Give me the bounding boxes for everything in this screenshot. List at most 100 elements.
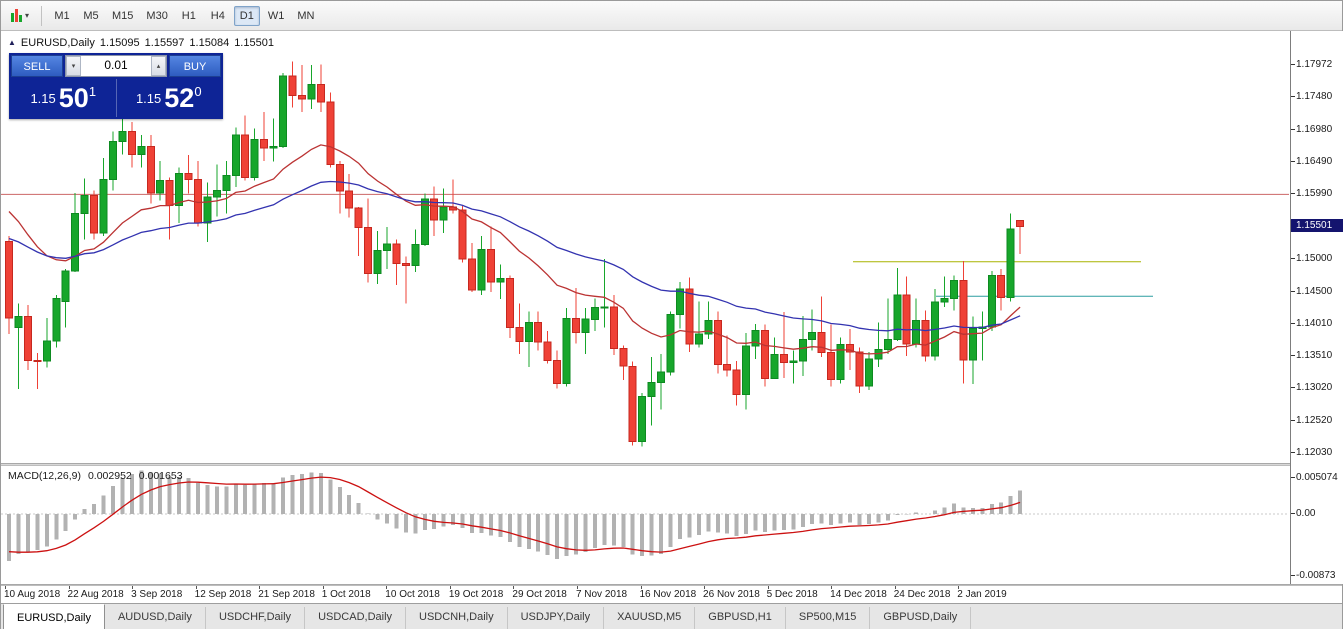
ohlc-close: 1.15501 <box>234 37 274 49</box>
bid-price-big: 50 <box>58 82 89 113</box>
ask-price-prefix: 1.15 <box>135 90 162 106</box>
date-axis-label: 10 Aug 2018 <box>4 589 61 600</box>
date-tick <box>831 586 833 589</box>
chart-tab-gbpusd-h1[interactable]: GBPUSD,H1 <box>695 607 786 629</box>
chart-tab-sp500-m15[interactable]: SP500,M15 <box>786 607 871 629</box>
date-axis-label: 19 Oct 2018 <box>448 589 504 600</box>
price-axis-label: 1.15000 <box>1296 253 1333 265</box>
date-axis-label: 22 Aug 2018 <box>67 589 124 600</box>
timeframe-button-m30[interactable]: M30 <box>146 9 168 22</box>
date-axis-label: 10 Oct 2018 <box>385 589 440 600</box>
bid-price-display: 1.15 50 1 <box>11 79 117 117</box>
bid-price-pip: 1 <box>88 83 97 99</box>
volume-input[interactable]: 0.01 <box>104 58 128 72</box>
axis-tick <box>1291 452 1295 454</box>
date-tick <box>322 586 324 589</box>
ask-price-pip: 0 <box>194 83 202 99</box>
axis-tick <box>1291 355 1295 357</box>
axis-tick <box>1291 387 1295 389</box>
chevron-down-icon: ▾ <box>25 10 30 20</box>
toolbar: ▾ M1 M5 M15 M30 H1 H4 D1 W1 MN <box>1 1 1342 31</box>
price-axis-label: 1.17480 <box>1296 91 1333 102</box>
caret-down-icon: ▾ <box>71 62 76 70</box>
volume-spinbox: ▾ 0.01 ▴ <box>65 55 167 77</box>
date-axis-label: 3 Sep 2018 <box>131 589 183 600</box>
axis-tick <box>1291 258 1295 260</box>
date-axis-label: 29 Oct 2018 <box>512 589 567 600</box>
timeframe-button-m5[interactable]: M5 <box>83 9 99 22</box>
timeframe-button-w1[interactable]: W1 <box>267 9 285 22</box>
axis-tick <box>1291 420 1295 422</box>
macd-indicator-panel[interactable] <box>1 466 1290 584</box>
timeframe-button-m1[interactable]: M1 <box>54 9 70 22</box>
chart-tab-gbpusd-daily[interactable]: GBPUSD,Daily <box>870 607 972 629</box>
volume-decrease-button[interactable]: ▾ <box>66 56 81 76</box>
date-tick <box>958 586 960 589</box>
date-tick <box>894 586 896 589</box>
chart-tab-eurusd-daily[interactable]: EURUSD,Daily <box>3 604 105 629</box>
chart-macd-splitter[interactable] <box>1 463 1342 466</box>
macd-histogram-layer <box>7 470 1023 562</box>
bid-price-prefix: 1.15 <box>30 90 56 106</box>
date-tick <box>386 586 388 589</box>
sell-button[interactable]: SELL <box>11 55 63 77</box>
price-axis-label: 1.15990 <box>1296 188 1333 200</box>
chart-tab-audusd-daily[interactable]: AUDUSD,Daily <box>105 607 206 629</box>
slow-ma-line <box>8 180 1021 332</box>
axis-tick <box>1291 96 1295 97</box>
date-tick <box>68 586 70 589</box>
price-axis-label: 1.14010 <box>1296 317 1333 329</box>
date-axis-label: 2 Jan 2019 <box>957 589 1007 600</box>
macd-signal-value: 0.001653 <box>138 470 183 482</box>
date-tick <box>576 586 578 589</box>
chart-type-button[interactable]: ▾ <box>6 5 34 27</box>
timeframe-button-d1[interactable]: D1 <box>233 5 260 26</box>
date-tick <box>704 586 706 589</box>
axis-tick <box>1291 290 1295 292</box>
date-axis-label: 14 Dec 2018 <box>830 589 887 600</box>
axis-tick <box>1291 193 1295 195</box>
chart-tab-bar: EURUSD,Daily AUDUSD,Daily USDCHF,Daily USDC… <box>1 603 1342 629</box>
timeframe-button-h4[interactable]: H4 <box>210 9 225 22</box>
toolbar-separator <box>41 5 43 26</box>
date-axis[interactable]: 10 Aug 2018 22 Aug 2018 3 Sep 2018 12 Sep 2… <box>1 586 1342 603</box>
axis-tick <box>1291 574 1295 576</box>
chart-tab-usdjpy-daily[interactable]: USDJPY,Daily <box>508 607 605 629</box>
one-click-trading-panel: SELL ▾ 0.01 ▴ BUY 1.15 50 1 1.15 52 0 <box>9 53 223 119</box>
current-price-badge: 1.15501 <box>1291 219 1343 233</box>
timeframe-button-h1[interactable]: H1 <box>181 9 196 22</box>
buy-button[interactable]: BUY <box>169 55 221 77</box>
chart-tab-xauusd-m5[interactable]: XAUUSD,M5 <box>604 607 696 629</box>
chart-tab-usdcad-daily[interactable]: USDCAD,Daily <box>305 607 407 629</box>
date-axis-label: 24 Dec 2018 <box>893 589 951 600</box>
price-axis-label: 1.13510 <box>1296 350 1333 362</box>
price-axis-label: 1.13020 <box>1296 382 1333 394</box>
chart-tab-usdchf-daily[interactable]: USDCHF,Daily <box>206 607 306 629</box>
chart-tab-usdcnh-daily[interactable]: USDCNH,Daily <box>406 607 508 629</box>
date-axis-label: 1 Oct 2018 <box>321 589 371 600</box>
price-axis[interactable]: 1.17972 1.17480 1.16980 1.16490 1.15990 1.150… <box>1290 31 1343 584</box>
price-chart[interactable] <box>1 31 1290 463</box>
date-axis-label: 26 Nov 2018 <box>703 589 760 600</box>
macd-dateaxis-splitter <box>1 584 1342 586</box>
axis-tick <box>1291 477 1295 479</box>
date-tick <box>132 586 134 589</box>
date-tick <box>259 586 261 589</box>
date-tick <box>767 586 769 589</box>
volume-increase-button[interactable]: ▴ <box>151 56 166 76</box>
fast-ma-line <box>8 144 1021 355</box>
date-axis-label: 21 Sep 2018 <box>258 589 315 600</box>
date-tick <box>513 586 515 589</box>
macd-name: MACD(12,26,9) <box>8 470 81 482</box>
macd-signal-line <box>8 476 1021 553</box>
ohlc-high: 1.15597 <box>144 37 185 49</box>
candles-layer <box>5 61 1025 447</box>
timeframe-button-mn[interactable]: MN <box>297 9 315 22</box>
timeframe-button-m15[interactable]: M15 <box>112 9 134 22</box>
price-axis-label: 1.12030 <box>1296 447 1333 459</box>
caret-up-icon: ▴ <box>156 62 161 70</box>
date-axis-label: 7 Nov 2018 <box>575 589 628 600</box>
date-tick <box>5 586 6 589</box>
ohlc-open: 1.15095 <box>99 37 140 49</box>
price-axis-label: 1.16490 <box>1296 155 1333 167</box>
